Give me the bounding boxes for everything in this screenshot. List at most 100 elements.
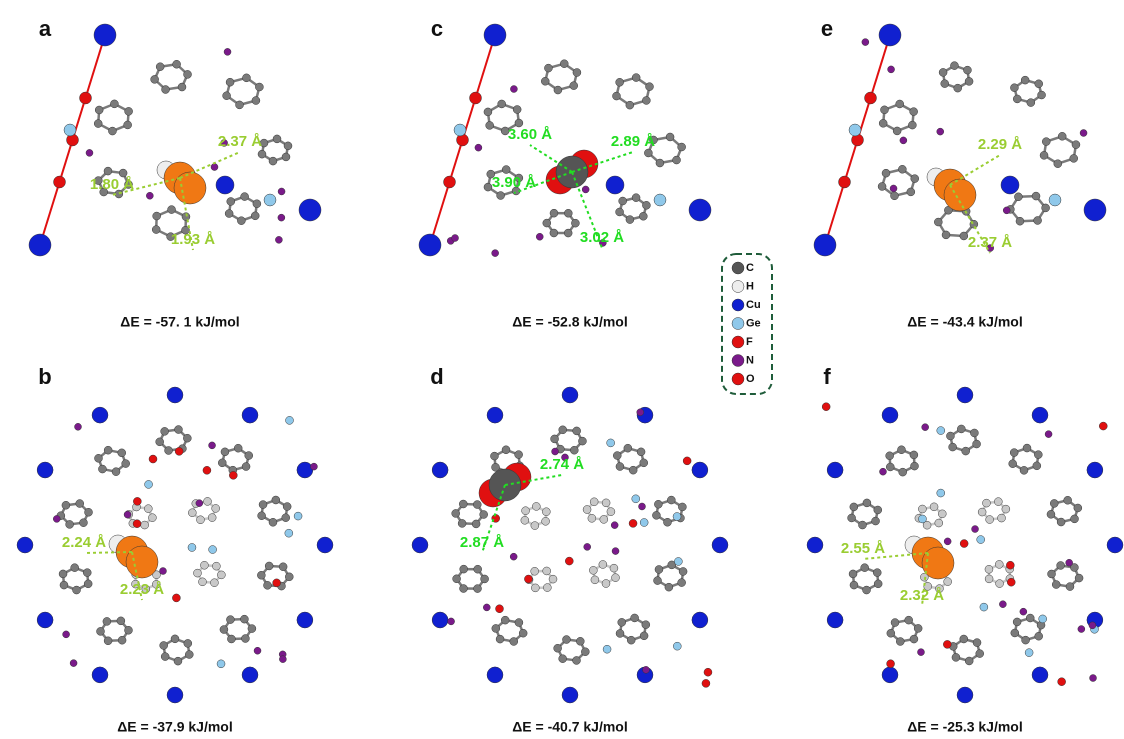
atom <box>452 509 460 517</box>
atom <box>822 403 830 411</box>
atom <box>960 635 968 643</box>
atom <box>245 452 253 460</box>
atom <box>996 580 1004 588</box>
atom <box>70 660 77 667</box>
atom <box>84 580 92 588</box>
atom <box>278 214 285 221</box>
atom <box>1007 578 1015 586</box>
distance-label: 2.23 Å <box>120 581 164 598</box>
atom <box>196 516 204 524</box>
atom <box>282 514 290 522</box>
atom <box>216 176 234 194</box>
atom <box>513 106 521 114</box>
atom <box>732 336 744 348</box>
atom <box>486 121 494 129</box>
atom <box>73 586 81 594</box>
atom <box>66 520 74 528</box>
atom <box>882 169 890 177</box>
atom <box>1014 193 1022 201</box>
atom <box>76 500 84 508</box>
atom <box>911 462 919 470</box>
atom <box>251 212 259 220</box>
atom <box>879 24 901 46</box>
atom <box>103 617 111 625</box>
atom <box>264 194 276 206</box>
atom <box>62 501 70 509</box>
legend-entry: C <box>746 262 754 274</box>
atom <box>71 564 79 572</box>
atom <box>165 446 173 454</box>
atom <box>185 651 193 659</box>
atom <box>510 637 518 645</box>
atom <box>173 60 181 68</box>
atom <box>54 176 66 188</box>
atom <box>599 560 607 568</box>
atom <box>285 529 293 537</box>
atom <box>732 281 744 293</box>
atom <box>689 199 711 221</box>
atom <box>223 92 231 100</box>
atom <box>678 143 686 151</box>
atom <box>487 667 503 683</box>
atom <box>242 463 250 471</box>
atom <box>646 83 654 91</box>
atom <box>610 564 618 572</box>
atom <box>637 409 644 416</box>
atom <box>704 668 712 676</box>
atom <box>995 560 1003 568</box>
atom <box>1089 622 1096 629</box>
atom <box>905 616 913 624</box>
atom <box>1040 151 1048 159</box>
atom <box>294 512 302 520</box>
atom <box>178 83 186 91</box>
atom <box>98 465 106 473</box>
atom <box>183 434 191 442</box>
atom <box>654 194 666 206</box>
atom <box>922 547 954 579</box>
atom <box>474 585 482 593</box>
energy-label: ΔE = -40.7 kJ/mol <box>512 719 628 735</box>
energy-label: ΔE = -25.3 kJ/mol <box>907 719 1023 735</box>
atom <box>950 62 958 70</box>
atom <box>1025 649 1033 657</box>
atom <box>225 210 233 218</box>
legend-entry: N <box>746 354 754 366</box>
energy-label: ΔE = -52.8 kJ/mol <box>512 314 628 330</box>
atom <box>472 520 480 528</box>
atom <box>946 432 954 440</box>
atom <box>673 513 681 521</box>
panel-label: c <box>431 16 443 41</box>
atom <box>667 496 675 504</box>
atom <box>732 299 744 311</box>
atom <box>286 416 294 424</box>
atom <box>941 80 949 88</box>
atom <box>973 440 981 448</box>
atom <box>582 186 589 193</box>
atom <box>174 657 182 665</box>
atom <box>484 24 506 46</box>
atom <box>227 635 235 643</box>
atom <box>878 182 886 190</box>
atom <box>229 471 237 479</box>
atom <box>29 234 51 256</box>
atom <box>985 565 993 573</box>
atom <box>492 463 500 471</box>
atom <box>978 508 986 516</box>
atom <box>935 519 943 527</box>
atom <box>1080 129 1087 136</box>
figure: aΔE = -57. 1 kJ/mol1.80 Å2.37 Å1.93 ÅbΔE… <box>0 0 1124 739</box>
atom <box>943 640 951 648</box>
atom <box>97 627 105 635</box>
distance-label: 2.37 Å <box>218 133 262 150</box>
panel-label: d <box>430 364 443 389</box>
atom <box>279 563 287 571</box>
atom <box>118 636 126 644</box>
atom <box>917 649 924 656</box>
atom <box>83 569 91 577</box>
atom <box>1049 194 1061 206</box>
atom <box>654 500 662 508</box>
atom <box>910 635 918 643</box>
panel-label: e <box>821 16 833 41</box>
atom <box>1057 518 1065 526</box>
panel-label: b <box>38 364 51 389</box>
